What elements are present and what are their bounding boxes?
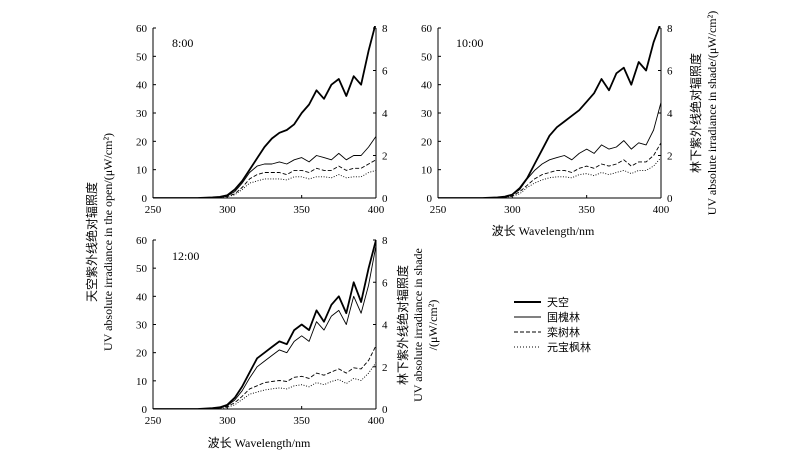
y-left-tick-label: 40 (421, 80, 433, 92)
x-tick-label: 400 (368, 204, 385, 216)
panel-time-label: 8:00 (172, 36, 193, 50)
y-axis-title-right-top-line2: UV absolute irradiance in shade/(μW/cm²) (705, 11, 719, 215)
y-left-tick-label: 0 (427, 193, 433, 205)
y-left-tick-label: 10 (136, 165, 148, 177)
x-axis-title-top: 波长 Wavelength/nm (492, 224, 595, 238)
y-right-tick-label: 6 (667, 66, 673, 78)
y-left-tick-label: 30 (136, 108, 148, 120)
y-left-tick-label: 10 (421, 165, 433, 177)
x-tick-label: 250 (430, 204, 447, 216)
y-left-tick-label: 40 (136, 80, 148, 92)
y-left-tick-label: 40 (136, 291, 148, 303)
y-left-tick-label: 50 (136, 51, 148, 63)
y-axis-title-left-line2: UV absolute irradiance in the open/(μW/c… (101, 133, 115, 351)
x-tick-label: 350 (293, 415, 310, 427)
legend-item-yuanbaofeng: 元宝枫林 (514, 340, 591, 354)
y-right-tick-label: 8 (382, 23, 388, 35)
y-left-tick-label: 20 (136, 348, 148, 360)
series-line-yuanbaofeng (153, 362, 376, 409)
y-left-tick-label: 50 (136, 263, 148, 275)
x-tick-label: 250 (145, 204, 162, 216)
series-line-luanshu (153, 345, 376, 409)
panel-time-label: 10:00 (456, 36, 483, 50)
y-right-tick-label: 4 (382, 108, 388, 120)
series-line-sky (153, 239, 376, 409)
x-tick-label: 250 (145, 415, 162, 427)
x-tick-label: 400 (653, 204, 670, 216)
y-right-tick-label: 4 (667, 108, 673, 120)
legend-item-sky: 天空 (514, 295, 569, 309)
legend: 天空 国槐林 栾树林 元宝枫林 (514, 295, 591, 354)
y-axis-title-right-bottom-line2: UV absolute irradiance in shade (411, 248, 425, 402)
legend-label-guohuai: 国槐林 (547, 310, 580, 324)
y-left-tick-label: 60 (136, 235, 148, 247)
y-right-tick-label: 6 (382, 277, 388, 289)
y-axis-title-right-bottom-line3: /(μW/cm²) (426, 300, 440, 351)
y-axis-title-right-bottom: 林下紫外线绝对辐照度 UV absolute irradiance in sha… (395, 248, 440, 402)
y-left-tick-label: 60 (136, 23, 148, 35)
y-right-tick-label: 0 (382, 193, 388, 205)
y-right-tick-label: 2 (382, 151, 388, 163)
y-left-tick-label: 60 (421, 23, 433, 35)
series-line-guohuai (153, 245, 376, 409)
y-left-tick-label: 0 (142, 404, 148, 416)
y-axis-title-right-top-line1: 林下紫外线绝对辐照度 (688, 53, 703, 173)
x-tick-label: 300 (219, 204, 236, 216)
y-right-tick-label: 8 (667, 23, 673, 35)
y-left-tick-label: 30 (136, 320, 148, 332)
legend-item-luanshu: 栾树林 (514, 325, 580, 339)
x-tick-label: 400 (368, 415, 385, 427)
y-axis-title-right-bottom-line1: 林下紫外线绝对辐照度 (395, 265, 410, 385)
x-tick-label: 300 (504, 204, 521, 216)
y-left-tick-label: 10 (136, 376, 148, 388)
x-tick-label: 300 (219, 415, 236, 427)
y-left-tick-label: 20 (136, 136, 148, 148)
y-left-tick-label: 50 (421, 51, 433, 63)
y-right-tick-label: 4 (382, 320, 388, 332)
y-left-tick-label: 30 (421, 108, 433, 120)
y-left-tick-label: 20 (421, 136, 433, 148)
x-tick-label: 350 (293, 204, 310, 216)
series-line-guohuai (438, 102, 661, 198)
series-line-luanshu (438, 142, 661, 198)
y-axis-title-right-top: 林下紫外线绝对辐照度 UV absolute irradiance in sha… (688, 11, 719, 215)
series-line-yuanbaofeng (153, 169, 376, 198)
x-axis-title-bottom: 波长 Wavelength/nm (208, 436, 311, 450)
y-right-tick-label: 2 (382, 362, 388, 374)
y-right-tick-label: 6 (382, 66, 388, 78)
legend-label-yuanbaofeng: 元宝枫林 (547, 340, 591, 354)
series-line-yuanbaofeng (438, 157, 661, 198)
panel-time-label: 12:00 (172, 249, 199, 263)
legend-label-luanshu: 栾树林 (547, 325, 580, 339)
y-right-tick-label: 0 (667, 193, 673, 205)
y-axis-title-left-line1: 天空紫外线绝对辐照度 (84, 182, 99, 302)
legend-label-sky: 天空 (547, 295, 569, 309)
legend-item-guohuai: 国槐林 (514, 310, 580, 324)
y-right-tick-label: 2 (667, 151, 673, 163)
x-tick-label: 350 (578, 204, 595, 216)
y-right-tick-label: 8 (382, 235, 388, 247)
series-line-luanshu (153, 159, 376, 198)
y-right-tick-label: 0 (382, 404, 388, 416)
y-axis-title-left: 天空紫外线绝对辐照度 UV absolute irradiance in the… (84, 133, 115, 351)
y-left-tick-label: 0 (142, 193, 148, 205)
